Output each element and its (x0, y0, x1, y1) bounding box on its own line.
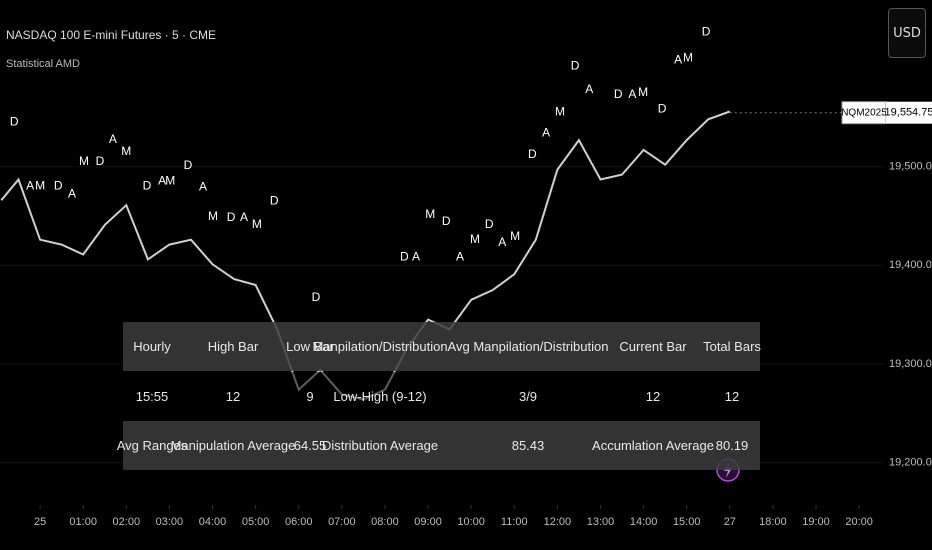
amd-label: A (456, 250, 464, 264)
x-tick-label: 08:00 (371, 516, 399, 528)
amd-label: A (542, 125, 550, 139)
x-tick-label: 09:00 (414, 516, 442, 528)
amd-label: M (470, 232, 480, 246)
x-tick-label: 13:00 (587, 516, 615, 528)
amd-label: M (510, 229, 520, 243)
table-cell: Low-High (9-12) (333, 388, 427, 404)
indicator-name: Statistical AMD (6, 58, 80, 70)
table-cell: 15:55 (135, 388, 169, 404)
amd-label: D (227, 210, 236, 224)
amd-label: D (184, 158, 193, 172)
x-tick-label: 06:00 (285, 516, 313, 528)
x-tick-label: 19:00 (802, 516, 830, 528)
x-tick-label: 03:00 (156, 516, 184, 528)
y-tick-label: 19,500.00 (889, 161, 932, 173)
x-tick-label: 20:00 (845, 516, 873, 528)
amd-label: A (628, 87, 636, 101)
table-cell: Accumlation Average (592, 438, 714, 453)
amd-label: A (199, 180, 207, 194)
amd-label: D (658, 102, 667, 116)
amd-label: M (121, 144, 131, 158)
table-cell: 85.43 (511, 438, 545, 453)
table-row: Avg Ranges Manipulation Average 64.55 Distr… (117, 421, 760, 470)
y-tick-label: 19,300.00 (889, 358, 932, 370)
amd-label: M (252, 217, 262, 231)
amd-label: D (485, 217, 494, 231)
x-tick-label: 04:00 (199, 516, 227, 528)
table-cell: Low Bar (286, 339, 334, 354)
table-cell: 12 (645, 388, 661, 404)
table-cell: Total Bars (703, 339, 761, 354)
amd-label: D (270, 193, 279, 207)
amd-label: D (143, 179, 152, 193)
x-tick-label: 14:00 (630, 516, 658, 528)
x-tick-label: 01:00 (69, 516, 97, 528)
amd-label: A (412, 250, 420, 264)
amd-label: M (208, 209, 218, 223)
x-tick-label: 10:00 (457, 516, 485, 528)
amd-label: M (425, 207, 435, 221)
table-cell: 64.55 (293, 438, 327, 453)
amd-label: A (674, 52, 682, 66)
table-cell: 9 (306, 388, 314, 404)
table-cell: 12 (225, 388, 241, 404)
currency-button[interactable]: USD (888, 8, 926, 58)
x-tick-label: 07:00 (328, 516, 356, 528)
table-row: 15:55 12 9 Low-High (9-12) 3/9 12 12 (123, 371, 760, 421)
amd-label: A (158, 174, 166, 188)
amd-label: D (702, 25, 711, 39)
table-cell: 80.19 (715, 438, 749, 453)
symbol-tag: NQM2025 (841, 107, 887, 118)
table-cell: Manipulation Average (170, 438, 296, 453)
table-row: Hourly High Bar Low Bar Manpilation/Distrib… (123, 322, 761, 371)
x-tick-label: 15:00 (673, 516, 701, 528)
price-axis-bg (885, 0, 932, 550)
amd-label: D (96, 154, 105, 168)
amd-label: A (498, 235, 506, 249)
amd-label: A (585, 82, 593, 96)
amd-label: M (35, 179, 45, 193)
table-cell: High Bar (207, 339, 259, 354)
amd-label: D (528, 147, 537, 161)
chart-title: NASDAQ 100 E-mini Futures · 5 · CME (6, 28, 216, 42)
amd-label: M (683, 50, 693, 64)
y-tick-label: 19,200.00 (889, 456, 932, 468)
x-tick-label: 11:00 (501, 516, 528, 528)
amd-label: D (442, 214, 451, 228)
stats-table: Hourly High Bar Low Bar Manpilation/Distrib… (117, 322, 761, 470)
amd-label: D (312, 290, 321, 304)
table-cell: Avg Ranges (116, 438, 188, 453)
y-tick-label: 19,400.00 (889, 259, 932, 271)
amd-label: D (10, 114, 19, 128)
table-cell: Distribution Average (321, 438, 439, 453)
amd-label: M (555, 105, 565, 119)
last-price-label: 19,554.75 (885, 107, 932, 119)
amd-label: A (26, 179, 34, 193)
table-cell: Hourly (133, 339, 171, 354)
table-cell: Avg Manpilation/Distribution (447, 339, 609, 354)
last-price-bg (886, 101, 932, 124)
amd-label: D (54, 179, 63, 193)
amd-label: A (109, 132, 117, 146)
amd-label: M (79, 154, 89, 168)
x-tick-label: 02:00 (113, 516, 141, 528)
amd-label: D (614, 87, 623, 101)
table-cell: Manpilation/Distribution (312, 339, 448, 354)
alert-bolt (724, 462, 732, 478)
amd-label: M (638, 85, 648, 99)
amd-label: D (400, 250, 409, 264)
x-tick-label: 12:00 (544, 516, 572, 528)
table-cell: 3/9 (518, 388, 538, 404)
table-cell: Current Bar (619, 339, 687, 354)
amd-label: M (165, 174, 175, 188)
x-tick-label: 27 (724, 516, 736, 528)
amd-label: A (240, 210, 248, 224)
amd-label: A (68, 186, 76, 200)
x-tick-label: 05:00 (242, 516, 270, 528)
table-cell: 12 (724, 388, 740, 404)
x-tick-label: 25 (34, 516, 46, 528)
amd-label: D (571, 58, 580, 72)
x-tick-label: 18:00 (759, 516, 787, 528)
